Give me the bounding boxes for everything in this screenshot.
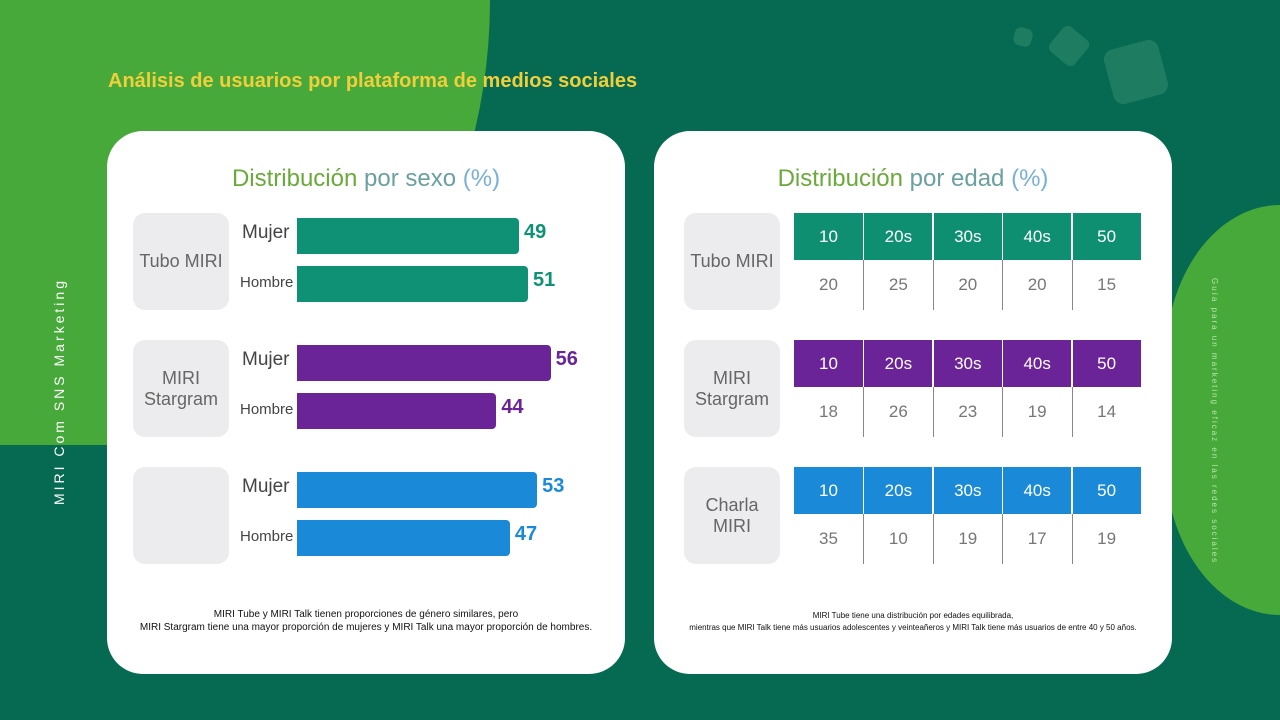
gender-label: Hombre xyxy=(240,274,294,291)
gender-label: Hombre xyxy=(240,401,294,418)
age-header-cell: 30s xyxy=(932,213,1002,260)
platform-label: Tubo MIRI xyxy=(133,213,229,310)
gender-value: 49 xyxy=(523,221,547,243)
age-value-cell: 19 xyxy=(932,514,1002,564)
age-value-cell: 14 xyxy=(1071,387,1141,437)
gender-label: Mujer xyxy=(242,222,290,243)
side-tagline: Guía para un marketing eficaz en las red… xyxy=(1210,278,1219,565)
age-value-cell: 10 xyxy=(863,514,932,564)
background-shape xyxy=(1165,205,1280,615)
gender-bar xyxy=(297,218,519,254)
age-header-cell: 40s xyxy=(1002,213,1072,260)
card-title: Distribución por sexo (%) xyxy=(107,165,625,193)
gender-value: 44 xyxy=(501,396,524,418)
age-value-cell: 19 xyxy=(1002,387,1071,437)
age-value-cell: 20 xyxy=(819,275,838,294)
gender-value: 56 xyxy=(555,348,578,370)
gender-value: 47 xyxy=(514,523,538,545)
card-title-part: por edad xyxy=(909,165,1005,192)
age-header-cell: 40s xyxy=(1002,340,1072,387)
age-value-cell: 35 xyxy=(819,529,838,548)
decor-square xyxy=(1101,37,1171,107)
age-value-cell: 17 xyxy=(1002,514,1071,564)
age-value-cell: 25 xyxy=(863,260,932,310)
note-line: mientras que MIRI Talk tiene más usuario… xyxy=(689,623,1137,632)
gender-label: Mujer xyxy=(242,476,290,497)
age-distribution-card: Distribución por edad (%) MIRI Tube tien… xyxy=(654,131,1172,674)
age-header-cell: 50 xyxy=(1071,340,1141,387)
gender-bar xyxy=(297,520,510,556)
age-header-cell: 50 xyxy=(1071,213,1141,260)
age-header-cell: 30s xyxy=(932,467,1002,514)
gender-bar xyxy=(297,266,529,302)
platform-label: Tubo MIRI xyxy=(684,213,780,310)
platform-label: MIRI Stargram xyxy=(684,340,780,437)
age-value-cell: 19 xyxy=(1071,514,1141,564)
card-title: Distribución por edad (%) xyxy=(654,165,1172,193)
card-title-part: (%) xyxy=(462,165,501,192)
decor-square xyxy=(1011,25,1035,49)
note-line: MIRI Tube y MIRI Talk tienen proporcione… xyxy=(213,609,519,620)
gender-bar xyxy=(297,345,551,381)
age-header-cell: 40s xyxy=(1002,467,1072,514)
gender-note: MIRI Tube y MIRI Talk tienen proporcione… xyxy=(107,608,625,634)
age-value-cell: 20 xyxy=(932,260,1002,310)
card-title-part: Distribución xyxy=(777,165,903,192)
card-title-part: (%) xyxy=(1011,165,1049,192)
age-header-cell: 50 xyxy=(1071,467,1141,514)
side-brand-text: MIRI Com SNS Marketing xyxy=(51,278,67,506)
age-note: MIRI Tube tiene una distribución por eda… xyxy=(654,610,1172,634)
platform-label: Charla MIRI xyxy=(684,467,780,564)
age-value-cell: 23 xyxy=(932,387,1002,437)
age-value-cell: 15 xyxy=(1071,260,1141,310)
gender-label: Mujer xyxy=(242,349,290,370)
age-header-cell: 10 xyxy=(794,340,863,387)
decor-square xyxy=(1046,23,1092,69)
age-header-cell: 10 xyxy=(794,467,863,514)
gender-label: Hombre xyxy=(240,528,294,545)
gender-value: 53 xyxy=(542,475,565,497)
age-header-cell: 10 xyxy=(794,213,863,260)
gender-bar xyxy=(297,393,497,429)
gender-distribution-card: Distribución por sexo (%) MIRI Tube y MI… xyxy=(107,131,625,674)
note-line: MIRI Tube tiene una distribución por eda… xyxy=(812,611,1014,620)
age-header-cell: 20s xyxy=(863,467,933,514)
age-value-cell: 20 xyxy=(1002,260,1071,310)
card-title-part: Distribución xyxy=(231,165,358,192)
age-header-cell: 20s xyxy=(863,340,933,387)
gender-value: 51 xyxy=(533,269,556,291)
card-title-part: por sexo xyxy=(364,165,457,192)
age-header-cell: 30s xyxy=(932,340,1002,387)
age-value-cell: 26 xyxy=(863,387,932,437)
page-title: Análisis de usuarios por plataforma de m… xyxy=(108,70,638,92)
platform-label xyxy=(133,467,229,564)
gender-bar xyxy=(297,472,538,508)
platform-label: MIRI Stargram xyxy=(133,340,229,437)
age-header-cell: 20s xyxy=(863,213,933,260)
age-value-cell: 18 xyxy=(819,402,838,421)
note-line: MIRI Stargram tiene una mayor proporción… xyxy=(139,622,593,633)
